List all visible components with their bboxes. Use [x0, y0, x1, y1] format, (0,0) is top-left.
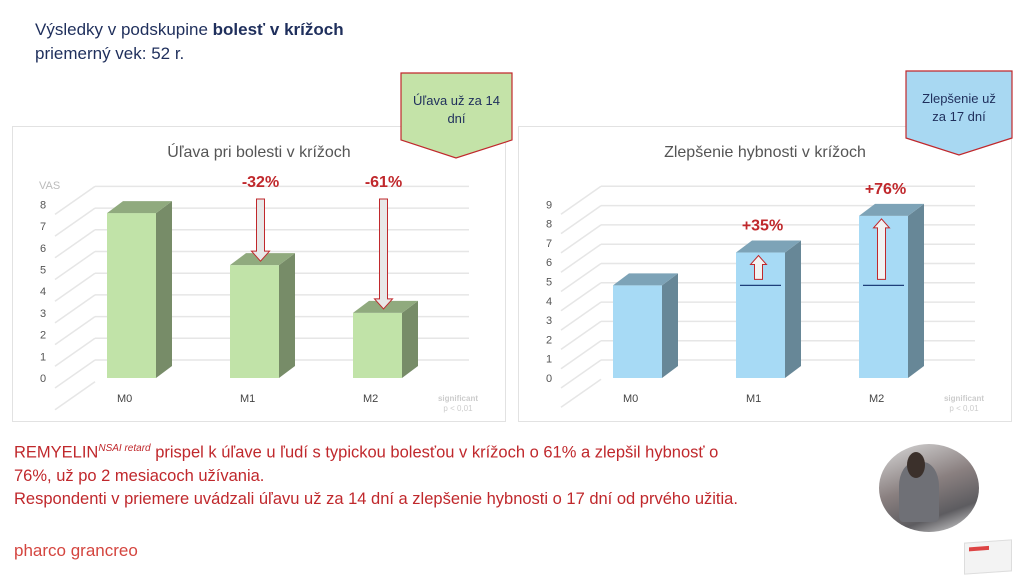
bar-top	[859, 203, 924, 216]
gridline-depth	[560, 282, 602, 312]
gridline-depth	[560, 320, 602, 351]
summary-line2: 76%, už po 2 mesiacoch užívania.	[14, 466, 265, 485]
change-label: +76%	[865, 181, 906, 198]
gridline-depth	[54, 207, 96, 237]
callout-mobility-17-days: Zlepšenie už za 17 dní	[905, 70, 1013, 156]
y-tick-label: 2	[40, 330, 46, 342]
y-tick-label: 1	[546, 354, 552, 366]
gridline-depth	[560, 262, 602, 293]
callout-mobility-text: Zlepšenie už za 17 dní	[922, 91, 996, 124]
gridline-depth	[54, 250, 96, 281]
up-arrow-icon	[872, 218, 891, 280]
gridline-depth	[560, 243, 602, 273]
gridline-depth	[54, 294, 96, 324]
gridline-depth	[560, 224, 602, 254]
x-tick-label: M1	[240, 393, 255, 405]
chart-mobility: Zlepšenie hybnosti v krížoch 0 1 2 3 4 5 6 7 8 9 M0…	[518, 126, 1012, 422]
gridline-depth	[54, 315, 96, 346]
gridline-depth	[54, 337, 96, 367]
y-tick-label: 3	[40, 308, 46, 320]
pharco-grancreo-logo: pharco grancreo	[14, 541, 138, 560]
significance-note: significant	[438, 394, 478, 403]
callout-relief-text: Úľava už za 14 dní	[413, 93, 500, 126]
bar-top	[107, 201, 172, 214]
bar-side	[402, 300, 418, 378]
y-tick-label: 5	[40, 265, 46, 277]
change-label: -61%	[365, 174, 402, 191]
change-label: +35%	[742, 218, 783, 235]
x-tick-label: M1	[746, 393, 761, 405]
bar-m1	[230, 265, 279, 378]
y-tick-label: 3	[546, 315, 552, 327]
bar-side	[785, 240, 801, 378]
brand-name: REMYELIN	[14, 443, 99, 462]
y-tick-label: 7	[546, 238, 552, 250]
p-value-note: p < 0,01	[443, 404, 473, 413]
gridline-depth	[560, 359, 602, 389]
summary-text: REMYELINNSAI retard prispel k úľave u ľu…	[14, 437, 854, 511]
gridline-depth	[560, 185, 602, 215]
summary-line3: Respondenti v priemere uvádzali úľavu už…	[14, 489, 738, 508]
chart-pain-relief-svg: Úľava pri bolesti v krížoch VAS 0 1 2 3 4 5 6 7 8 M…	[39, 142, 478, 413]
woman-back-pain-photo	[879, 444, 979, 532]
title-prefix: Výsledky v podskupine	[35, 20, 213, 39]
chart-title: Úľava pri bolesti v krížoch	[167, 142, 350, 161]
p-value-note: p < 0,01	[949, 404, 979, 413]
callout-relief-14-days: Úľava už za 14 dní	[400, 72, 513, 159]
x-tick-label: M0	[117, 393, 132, 405]
gridline-depth	[54, 185, 96, 216]
bar-top	[736, 240, 801, 253]
product-package-image	[964, 539, 1012, 575]
change-label: -32%	[242, 174, 279, 191]
y-tick-label: 8	[546, 219, 552, 231]
down-arrow-icon	[250, 198, 271, 262]
title-bold: bolesť v krížoch	[212, 20, 344, 39]
chart-title: Zlepšenie hybnosti v krížoch	[664, 144, 866, 161]
up-arrow-icon	[749, 254, 768, 280]
y-tick-label: 6	[546, 257, 552, 269]
bar-side	[279, 253, 295, 378]
gridline-depth	[54, 229, 96, 259]
brand-sup: NSAI retard	[98, 443, 151, 454]
summary-line1: prispel k úľave u ľudí s typickou bolesť…	[150, 443, 719, 462]
bar-m2	[353, 312, 402, 378]
significance-note: significant	[944, 394, 984, 403]
x-tick-label: M0	[623, 393, 638, 405]
bar-m0	[613, 285, 662, 378]
chart-pain-relief: Úľava pri bolesti v krížoch VAS 0 1 2 3 4 5 6 7 8 M…	[12, 126, 506, 422]
gridline-depth	[560, 301, 602, 331]
bar-side	[662, 273, 678, 378]
y-tick-label: 4	[40, 286, 46, 298]
y-tick-label: 9	[546, 199, 552, 211]
bar-top	[613, 273, 678, 286]
gridline-depth	[54, 272, 96, 302]
y-tick-label: 7	[40, 221, 46, 233]
down-arrow-icon	[373, 198, 394, 310]
slide-title: Výsledky v podskupine bolesť v krížoch p…	[35, 18, 344, 66]
gridline-depth	[54, 359, 96, 389]
gridline-depth	[54, 381, 96, 411]
bar-m0	[107, 213, 156, 378]
y-tick-label: 8	[40, 199, 46, 211]
y-tick-label: 0	[546, 373, 552, 385]
subtitle: priemerný vek: 52 r.	[35, 44, 185, 63]
gridline-depth	[560, 204, 602, 235]
x-tick-label: M2	[869, 393, 884, 405]
bar-side	[156, 201, 172, 378]
y-tick-label: 5	[546, 277, 552, 289]
y-tick-label: 1	[40, 351, 46, 363]
gridline-depth	[560, 340, 602, 370]
y-tick-label: 2	[546, 334, 552, 346]
gridline-depth	[560, 378, 602, 408]
x-tick-label: M2	[363, 393, 378, 405]
y-tick-label: 6	[40, 243, 46, 255]
y-tick-label: 4	[546, 296, 552, 308]
y-axis-label: VAS	[39, 180, 60, 192]
chart-mobility-svg: Zlepšenie hybnosti v krížoch 0 1 2 3 4 5 6 7 8 9 M0…	[546, 144, 984, 413]
y-tick-label: 0	[40, 373, 46, 385]
bar-side	[908, 203, 924, 378]
